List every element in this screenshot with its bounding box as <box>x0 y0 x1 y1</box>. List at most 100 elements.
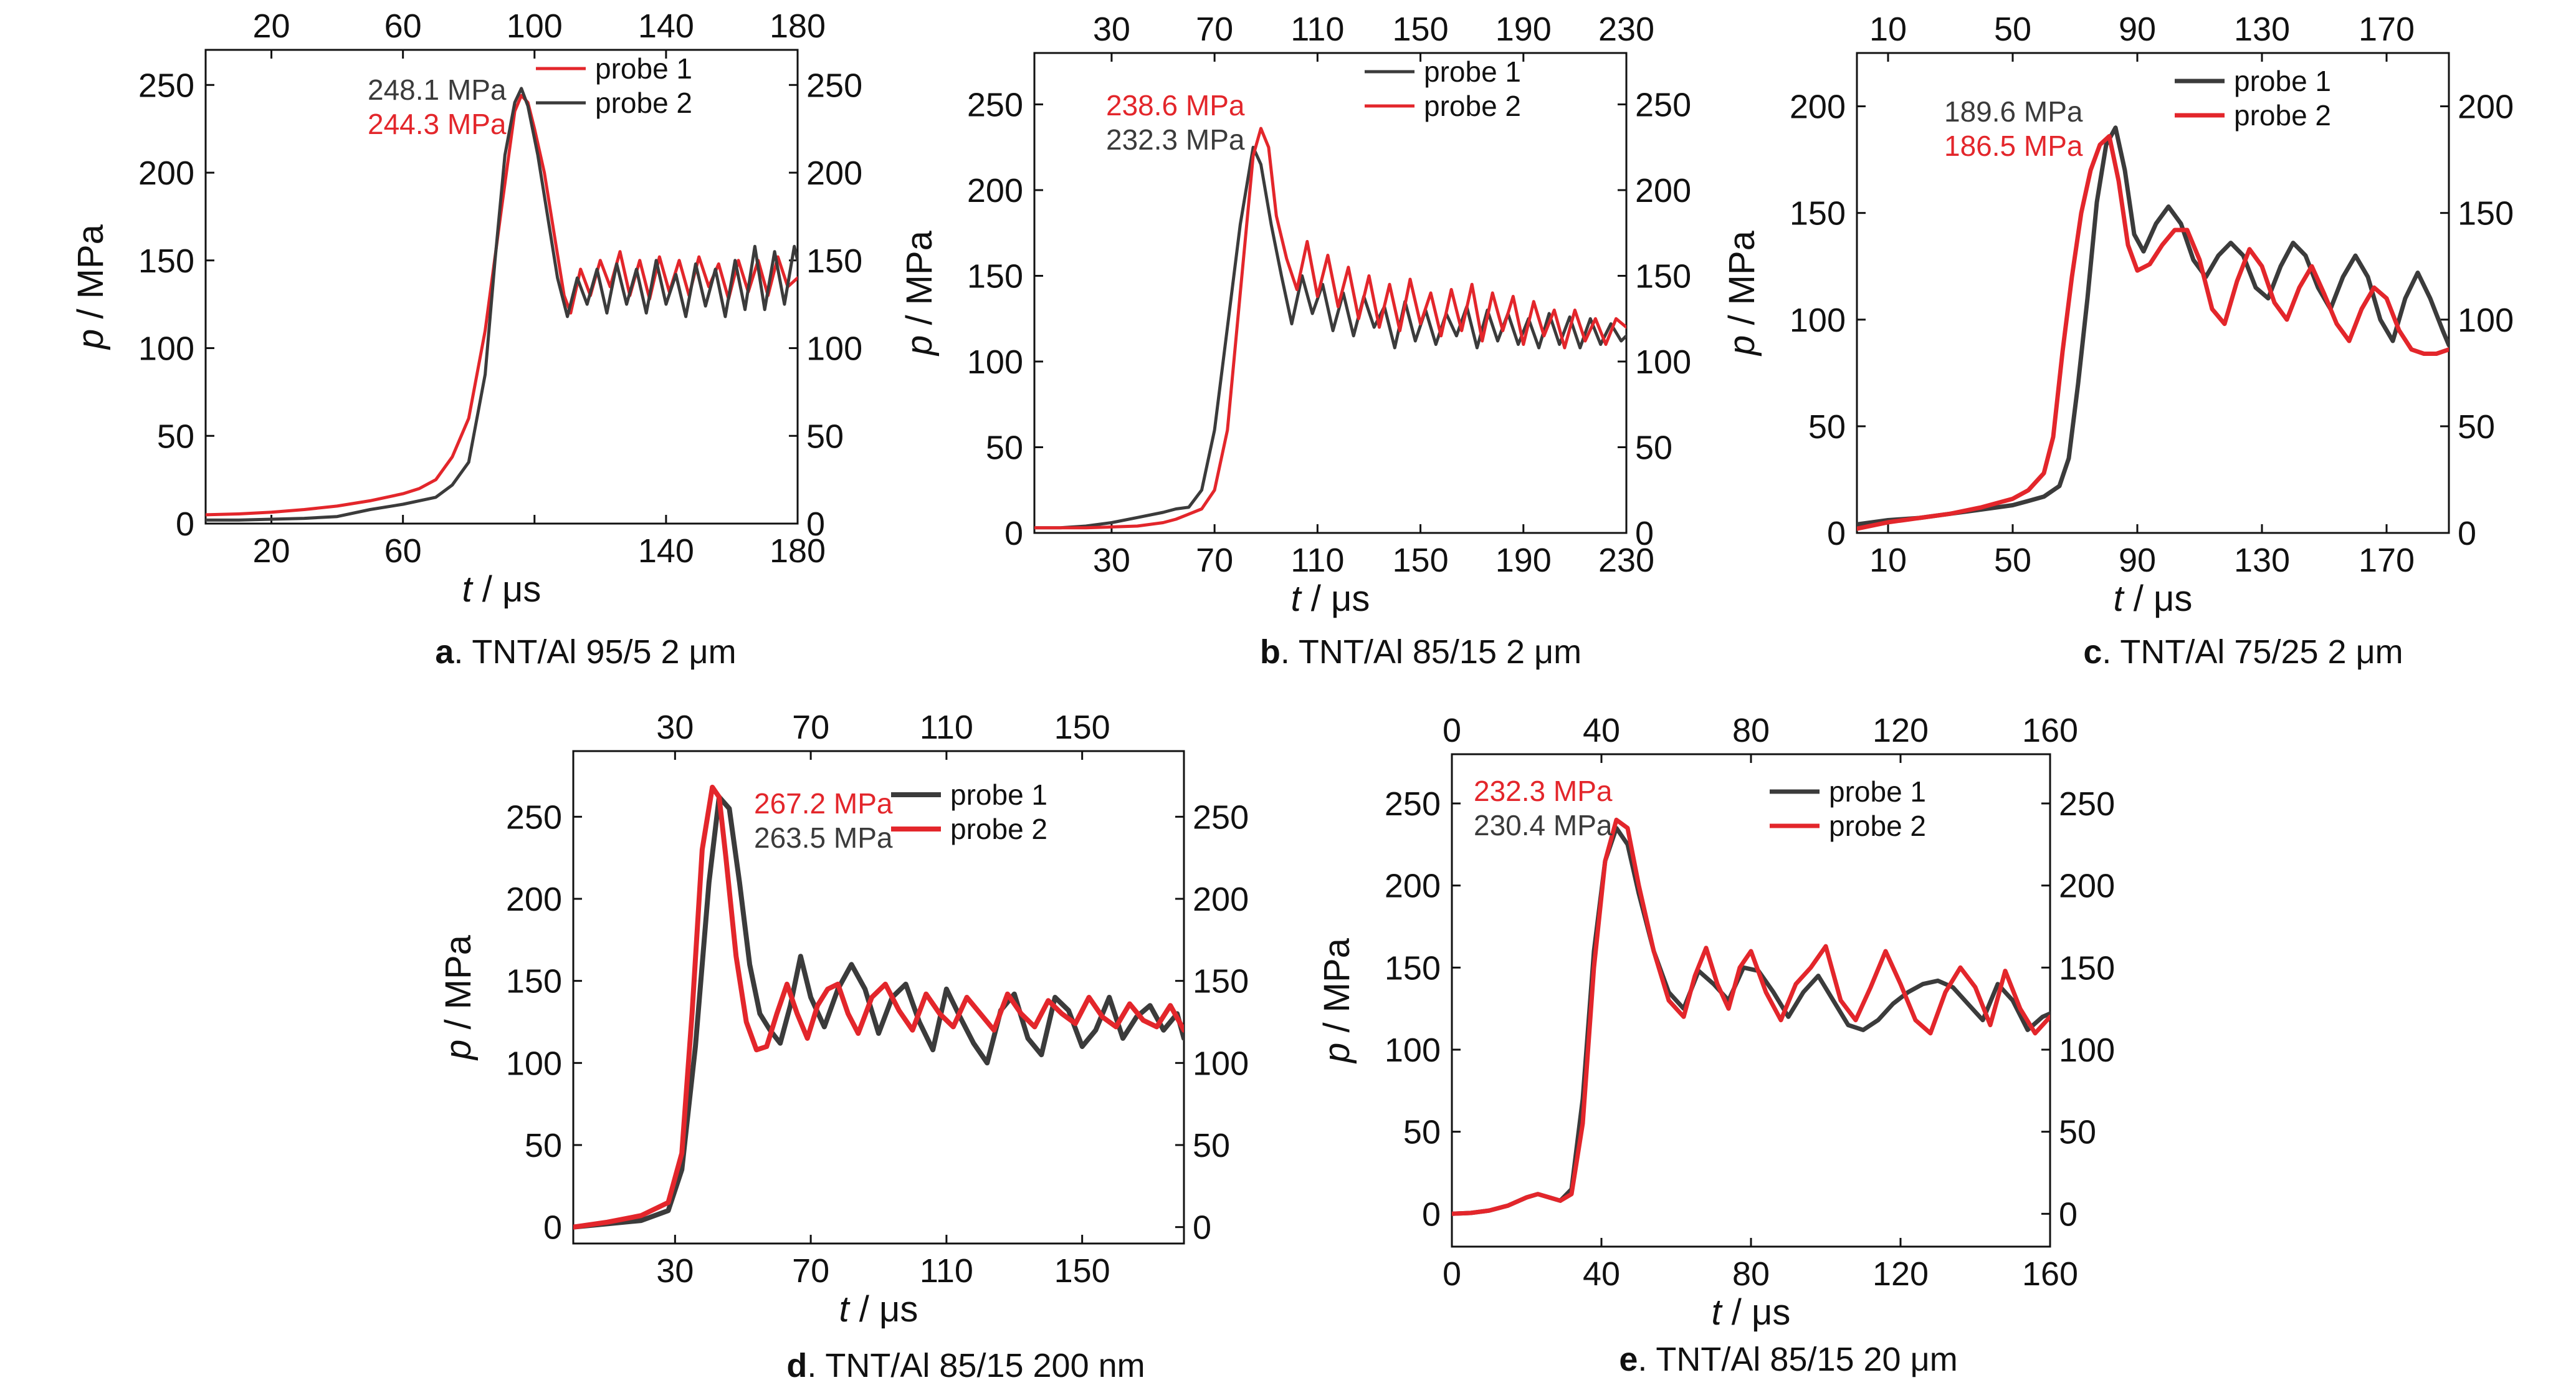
x-tick-label-top: 20 <box>253 7 290 45</box>
y-tick-label-left: 50 <box>525 1127 562 1164</box>
y-tick-label-right: 250 <box>2059 785 2115 823</box>
x-tick-label-bottom: 60 <box>384 532 422 570</box>
legend-label: probe 2 <box>1829 810 1926 842</box>
y-tick-label-right: 100 <box>2458 302 2514 339</box>
x-tick-label-bottom: 80 <box>1732 1255 1770 1293</box>
y-tick-label-left: 150 <box>1385 949 1441 987</box>
x-tick-label-top: 140 <box>638 7 694 45</box>
plot-frame <box>572 750 1185 1245</box>
plot-frame <box>1033 52 1628 534</box>
y-tick-label-left: 50 <box>986 429 1023 467</box>
x-tick-label-bottom: 150 <box>1054 1252 1110 1290</box>
legend-label: probe 2 <box>1424 90 1521 122</box>
x-tick-label-top: 80 <box>1732 712 1770 749</box>
legend-label: probe 1 <box>1424 55 1521 88</box>
x-tick-label-bottom: 90 <box>2119 542 2156 579</box>
series-line-probe-2 <box>573 784 1184 1230</box>
x-tick-label-top: 10 <box>1869 11 1907 48</box>
y-axis-label: p / MPa <box>1317 937 1357 1064</box>
peak-annotation: 230.4 MPa <box>1474 809 1613 841</box>
x-tick-label-top: 0 <box>1443 712 1461 749</box>
series-line-probe-1 <box>573 794 1184 1230</box>
x-tick-label-bottom: 40 <box>1583 1255 1620 1293</box>
y-tick-label-right: 0 <box>2059 1196 2077 1233</box>
x-tick-label-top: 70 <box>1196 11 1233 48</box>
y-tick-label-right: 0 <box>1193 1209 1211 1247</box>
legend-label: probe 2 <box>2234 99 2331 132</box>
y-tick-label-left: 50 <box>1403 1114 1441 1151</box>
legend-label: probe 1 <box>1829 775 1926 808</box>
y-tick-label-left: 100 <box>138 330 194 368</box>
x-tick-label-top: 110 <box>1290 11 1344 48</box>
y-tick-label-right: 150 <box>2458 195 2514 232</box>
series-line-probe-2 <box>1452 817 2050 1216</box>
y-tick-label-right: 100 <box>1193 1045 1249 1082</box>
y-tick-label-left: 200 <box>1790 89 1846 126</box>
chart-c: 10 50 90 130 170 10 50 90 130 170 0 50 100 150 200 0 50 1… <box>1722 11 2514 619</box>
y-tick-label-right: 250 <box>806 67 862 104</box>
x-tick-label-top: 100 <box>507 7 563 45</box>
chart-d: 30 70 110 150 30 70 110 150 0 50 100 150 200 250 0 50 10… <box>438 709 1249 1330</box>
y-tick-label-left: 250 <box>506 798 562 836</box>
caption-e: e. TNT/Al 85/15 20 μm <box>1619 1341 1958 1378</box>
y-tick-label-left: 100 <box>506 1045 562 1082</box>
y-tick-label-right: 150 <box>1635 258 1691 295</box>
y-tick-label-left: 150 <box>967 258 1023 295</box>
peak-annotation: 263.5 MPa <box>754 822 893 854</box>
x-tick-label-top: 110 <box>920 709 973 746</box>
y-tick-label-left: 200 <box>967 172 1023 209</box>
x-tick-label-top: 30 <box>1093 11 1130 48</box>
y-tick-label-left: 250 <box>138 67 194 104</box>
plot-frame <box>204 49 799 525</box>
series-line-probe-2 <box>206 87 798 522</box>
x-tick-label-bottom: 230 <box>1598 542 1654 579</box>
y-axis-label: p / MPa <box>70 224 111 350</box>
x-axis-label: t / μs <box>839 1289 918 1330</box>
y-tick-label-right: 0 <box>806 506 825 543</box>
x-tick-label-top: 30 <box>656 709 694 746</box>
x-tick-label-top: 160 <box>2022 712 2078 749</box>
y-axis-label: p / MPa <box>1722 230 1762 357</box>
y-tick-label-right: 200 <box>1193 881 1249 918</box>
caption-b: b. TNT/Al 85/15 2 μm <box>1259 633 1582 671</box>
x-tick-label-top: 180 <box>770 7 826 45</box>
x-tick-label-bottom: 150 <box>1393 542 1449 579</box>
x-tick-label-bottom: 70 <box>1196 542 1233 579</box>
y-tick-label-right: 200 <box>1635 172 1691 209</box>
x-tick-label-bottom: 160 <box>2022 1255 2078 1293</box>
y-tick-label-right: 150 <box>1193 963 1249 1000</box>
y-tick-label-right: 250 <box>1193 798 1249 836</box>
y-tick-label-left: 0 <box>543 1209 562 1247</box>
x-tick-label-top: 120 <box>1872 712 1929 749</box>
y-tick-label-right: 200 <box>2458 89 2514 126</box>
y-tick-label-right: 200 <box>806 155 862 192</box>
x-tick-label-bottom: 190 <box>1496 542 1552 579</box>
x-axis-label: t / μs <box>2114 578 2193 619</box>
x-tick-label-bottom: 30 <box>1093 542 1130 579</box>
legend-label: probe 1 <box>595 52 692 85</box>
y-tick-label-right: 50 <box>1635 429 1672 467</box>
x-tick-label-top: 70 <box>792 709 829 746</box>
y-tick-label-right: 50 <box>2458 408 2495 446</box>
caption-a: a. TNT/Al 95/5 2 μm <box>435 633 737 671</box>
x-tick-label-top: 40 <box>1583 712 1620 749</box>
y-tick-label-left: 200 <box>1385 868 1441 905</box>
y-tick-label-right: 50 <box>806 418 844 455</box>
series-line-probe-1 <box>1857 125 2449 527</box>
y-tick-label-right: 50 <box>1193 1127 1230 1164</box>
series-line-probe-2 <box>1034 127 1626 530</box>
y-axis-label: p / MPa <box>899 230 940 357</box>
x-tick-label-bottom: 0 <box>1443 1255 1461 1293</box>
y-tick-label-left: 200 <box>506 881 562 918</box>
x-tick-label-bottom: 70 <box>792 1252 829 1290</box>
y-tick-label-right: 100 <box>806 330 862 368</box>
y-tick-label-left: 200 <box>138 155 194 192</box>
y-tick-label-left: 50 <box>1808 408 1846 446</box>
x-tick-label-bottom: 110 <box>920 1252 973 1290</box>
y-tick-label-right: 0 <box>2458 515 2476 552</box>
y-tick-label-right: 0 <box>1635 515 1654 552</box>
y-tick-label-right: 200 <box>2059 868 2115 905</box>
y-tick-label-left: 0 <box>176 506 194 543</box>
x-tick-label-top: 170 <box>2359 11 2415 48</box>
x-tick-label-top: 130 <box>2234 11 2290 48</box>
